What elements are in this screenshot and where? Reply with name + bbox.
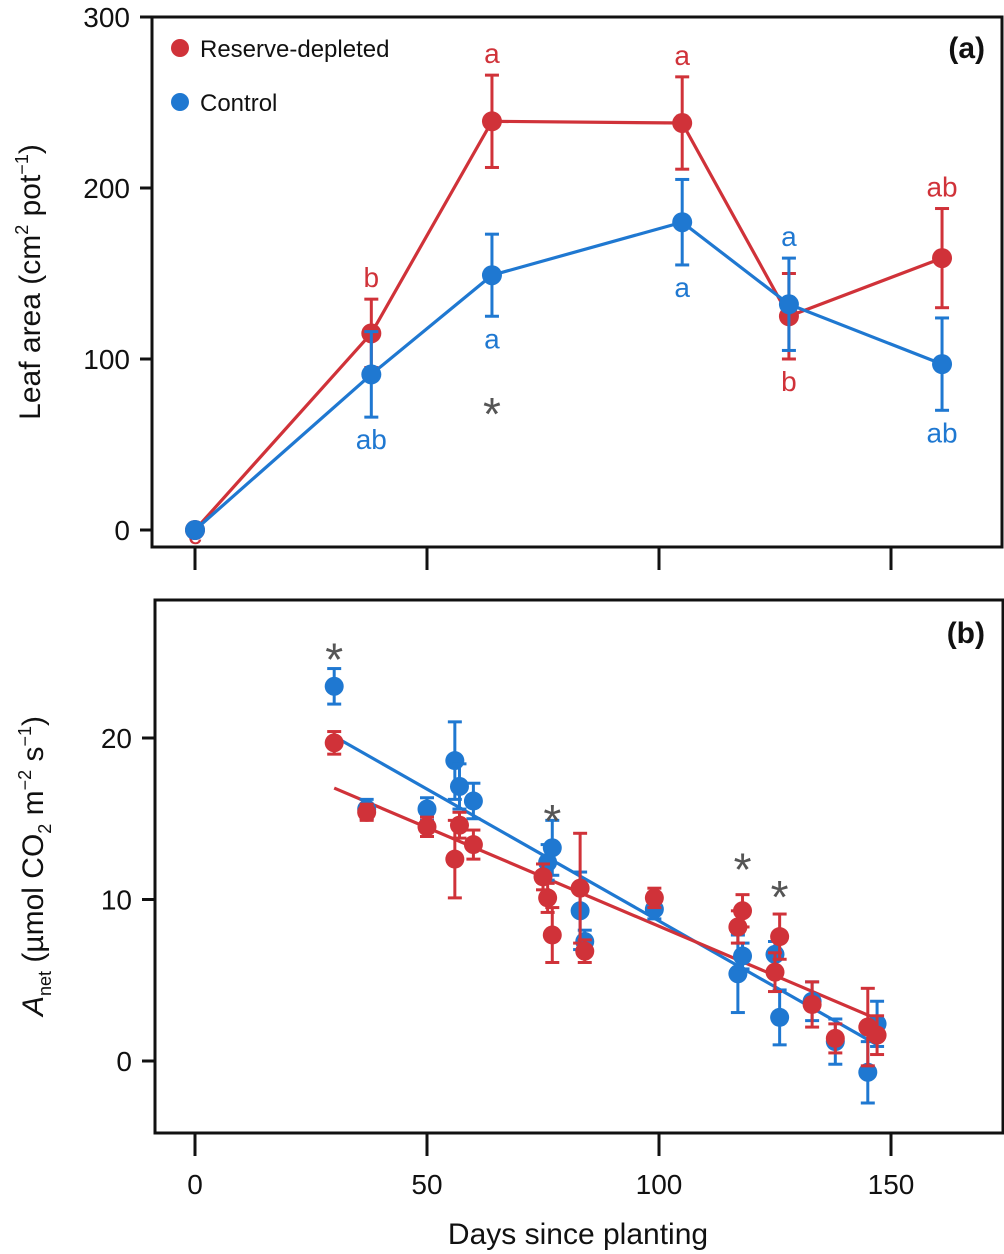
panel-b-point-reserve-depleted [825, 1028, 845, 1048]
panel-a-line-control [193, 220, 943, 532]
panel-a-point-control [481, 265, 502, 286]
panel-b-point-control [463, 791, 483, 811]
panel-b-y-tick-label: 0 [116, 1046, 132, 1077]
panel-b-point-reserve-depleted [445, 849, 465, 869]
panel-a-point-control [361, 364, 382, 385]
panel-b-point-control [324, 676, 344, 696]
panel-b-point-control [733, 946, 753, 966]
panel-b-point-reserve-depleted [417, 817, 437, 837]
panel-a-letter-label-control: ab [356, 424, 387, 455]
legend-marker-control [171, 93, 189, 111]
panel-b-point-control [728, 964, 748, 984]
x-axis-label: Days since planting [448, 1218, 708, 1251]
panel-b-significance-star: * [771, 871, 789, 923]
panel-b-point-control [858, 1062, 878, 1082]
panel-a-point-control [672, 212, 693, 233]
panel-a-point-control [778, 294, 799, 315]
panel-b-point-reserve-depleted [324, 733, 344, 753]
panel-b-point-reserve-depleted [802, 994, 822, 1014]
panel-a-point-reserve-depleted [672, 113, 693, 134]
panel-b-frame [153, 598, 1004, 1135]
panel-a-letter-label-reserve-depleted: b [364, 262, 380, 293]
panel-a-significance-star: * [483, 388, 501, 440]
panel-b-fit-line-reserve-depleted [333, 786, 878, 1021]
panel-a-point-control [185, 520, 205, 540]
panel-b-point-reserve-depleted [644, 888, 664, 908]
panel-a-letter-label-control: ab [926, 417, 957, 448]
panel-b-photosynthesis: 0 10 20 0 50 100 150 * * * * (b) Anet (µmol CO2 … [15, 598, 1004, 1251]
panel-b-tag: (b) [947, 617, 985, 650]
panel-a-letter-label-reserve-depleted: a [484, 38, 500, 69]
panel-b-x-axis: 0 50 100 150 [187, 1133, 914, 1200]
panel-b-point-control [417, 799, 437, 819]
panel-b-y-tick-label: 20 [101, 723, 132, 754]
panel-a-tag: (a) [948, 32, 985, 65]
panel-a-letter-label-reserve-depleted: b [781, 366, 797, 397]
panel-b-y-axis: 0 10 20 [101, 723, 155, 1077]
panel-a-y-tick-label: 300 [83, 2, 130, 33]
panel-b-significance-star: * [734, 844, 752, 896]
panel-b-point-reserve-depleted [575, 941, 595, 961]
panel-b-y-tick-label: 10 [101, 885, 132, 916]
panel-b-significance-star: * [543, 795, 561, 847]
panel-b-point-reserve-depleted [538, 888, 558, 908]
panel-a-letter-label-control: a [484, 323, 500, 354]
legend-label-reserve-depleted: Reserve-depleted [200, 36, 389, 63]
panel-a-x-axis [193, 547, 893, 570]
panel-a-letter-label-reserve-depleted: a [674, 40, 690, 71]
panel-b-x-tick-label: 50 [411, 1169, 442, 1200]
panel-b-point-control [449, 776, 469, 796]
panel-a-line-reserve-depleted [193, 119, 943, 532]
panel-a-y-axis: 0 100 200 300 [83, 2, 152, 546]
panel-b-point-reserve-depleted [463, 835, 483, 855]
panel-a-letter-label-reserve-depleted: ab [926, 172, 957, 203]
panel-b-x-tick-label: 100 [636, 1169, 683, 1200]
panel-a-frame [150, 15, 1004, 549]
panel-a-letter-label-control: a [781, 221, 797, 252]
legend: Reserve-depleted Control [171, 36, 389, 117]
panel-b-point-control [770, 1007, 790, 1027]
panel-b-significance-star: * [325, 634, 343, 686]
panel-b-point-control [445, 751, 465, 771]
panel-b-point-reserve-depleted [449, 815, 469, 835]
panel-a-point-reserve-depleted [481, 111, 502, 132]
panel-a-point-control [932, 354, 953, 375]
panel-b-point-reserve-depleted [542, 925, 562, 945]
panel-b-y-axis-label: Anet (µmol CO2 m−2 s−1) [15, 716, 55, 1018]
panel-a-point-reserve-depleted [932, 248, 953, 269]
panel-b-point-reserve-depleted [533, 867, 553, 887]
panel-b-x-tick-label: 0 [187, 1169, 203, 1200]
panel-b-x-tick-label: 150 [868, 1169, 915, 1200]
panel-a-y-tick-label: 0 [114, 515, 130, 546]
panel-a-letter-label-control: a [674, 272, 690, 303]
legend-label-control: Control [200, 90, 277, 117]
panel-b-point-control [542, 838, 562, 858]
panel-b-point-reserve-depleted [357, 802, 377, 822]
panel-a-y-axis-label: Leaf area (cm2 pot−1) [12, 144, 47, 420]
panel-b-plot-area: * * * * [324, 634, 887, 1105]
legend-marker-reserve-depleted [171, 39, 189, 57]
panel-a-plot-area: cbaabababaaaab* [185, 38, 958, 550]
panel-a-y-tick-label: 100 [83, 344, 130, 375]
panel-b-point-reserve-depleted [733, 901, 753, 921]
panel-b-point-reserve-depleted [770, 927, 790, 947]
panel-b-fit-line-control [333, 734, 878, 1047]
panel-a-y-tick-label: 200 [83, 173, 130, 204]
panel-b-point-reserve-depleted [570, 878, 590, 898]
panel-b-point-reserve-depleted [765, 962, 785, 982]
panel-b-point-reserve-depleted [867, 1025, 887, 1045]
